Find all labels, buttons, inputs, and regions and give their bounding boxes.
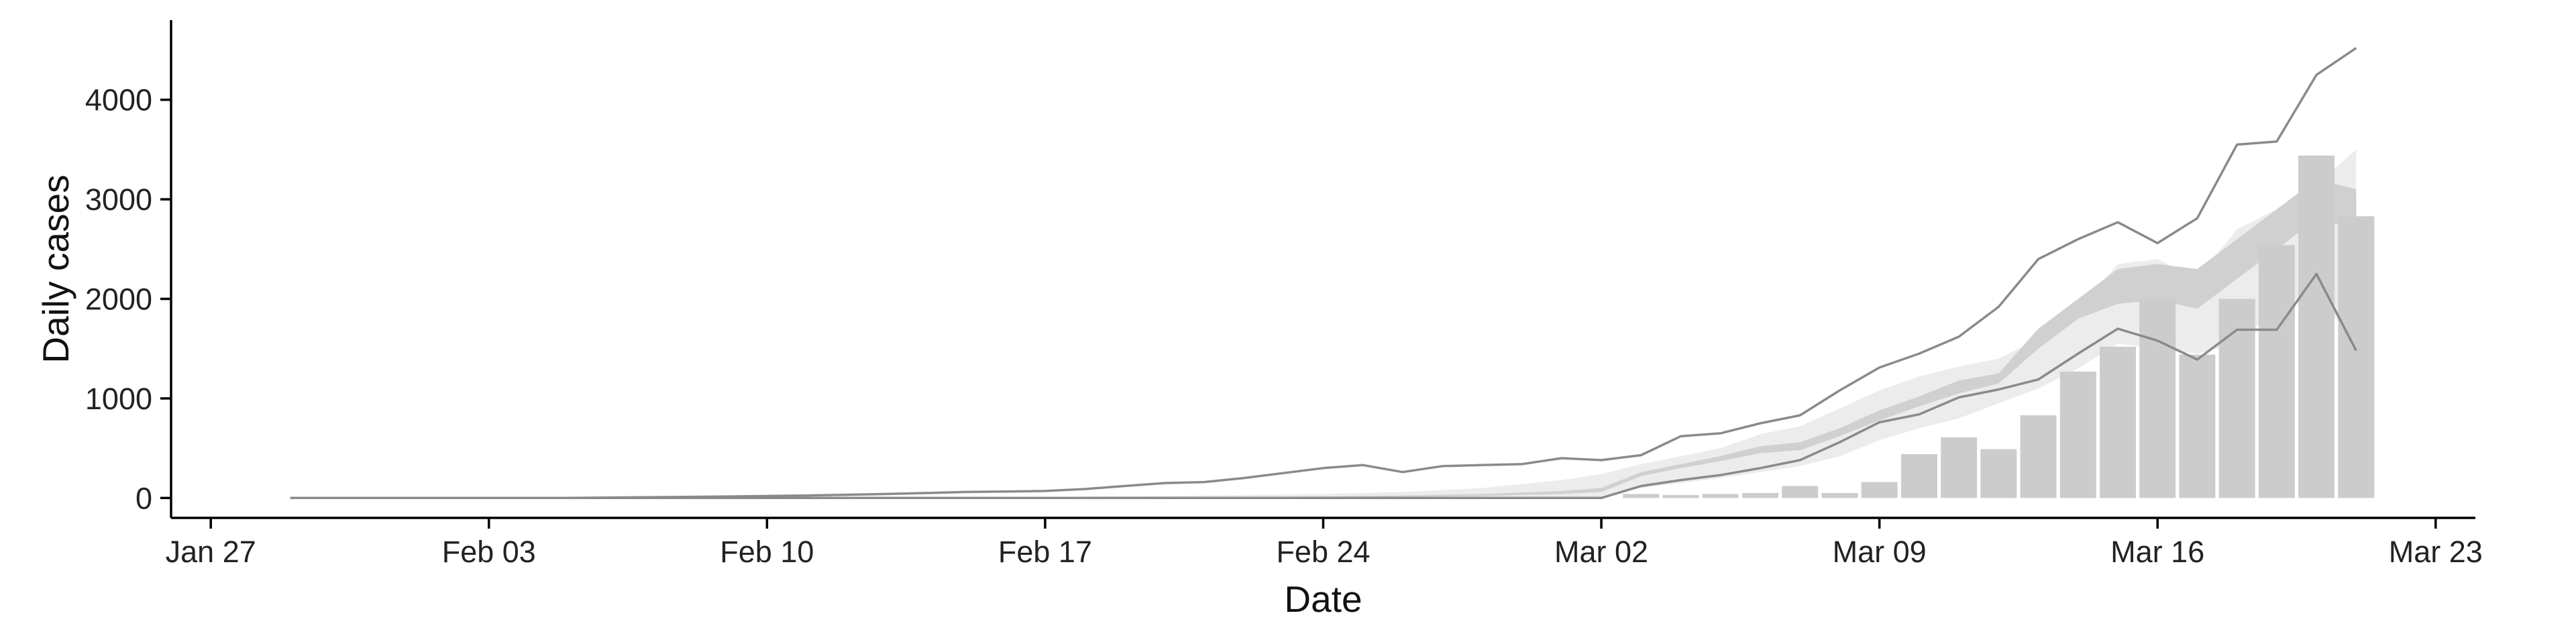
x-tick-label: Mar 09 (1833, 535, 1927, 569)
bar (2179, 354, 2216, 498)
bar (1662, 494, 1699, 498)
y-tick-label: 3000 (85, 182, 152, 217)
bar (2218, 299, 2255, 498)
y-ticks: 0 1000 2000 3000 4000 (85, 83, 171, 515)
lower-bound-line (290, 272, 2357, 500)
x-tick-label: Mar 23 (2389, 535, 2483, 569)
y-tick-label: 4000 (85, 83, 152, 117)
x-tick-label: Mar 02 (1554, 535, 1648, 569)
bars-layer (1623, 155, 2375, 498)
x-tick-label: Feb 24 (1276, 535, 1370, 569)
y-tick-label: 0 (136, 481, 152, 515)
upper-bound-line (290, 47, 2357, 500)
bar (1782, 486, 1819, 498)
y-tick-label: 1000 (85, 382, 152, 416)
bar (1623, 494, 1660, 498)
bar (1941, 437, 1978, 498)
bar (2020, 415, 2057, 498)
x-ticks: Jan 27 Feb 03 Feb 10 Feb 17 Feb 24 Mar 02 Mar … (166, 518, 2483, 569)
bar (1900, 454, 1937, 498)
y-tick-label: 2000 (85, 282, 152, 317)
bar (1702, 494, 1739, 498)
x-tick-label: Feb 10 (720, 535, 814, 569)
bound-lines (290, 47, 2357, 500)
bar (2338, 216, 2375, 498)
bar (2059, 371, 2096, 498)
axes: 0 1000 2000 3000 4000 Jan 27 Feb 03 Feb 10 Feb … (85, 20, 2483, 569)
x-tick-label: Feb 17 (998, 535, 1092, 569)
x-tick-label: Mar 16 (2110, 535, 2204, 569)
estimate-bands (290, 149, 2357, 498)
bar (1821, 492, 1858, 498)
y-axis-title: Daily cases (35, 174, 76, 363)
bar (1980, 449, 2017, 498)
bar (1861, 482, 1898, 498)
bar (2100, 346, 2136, 498)
bar (2298, 155, 2335, 498)
x-tick-label: Jan 27 (166, 535, 256, 569)
bar (2258, 245, 2295, 498)
bar (1742, 492, 1778, 498)
x-axis-title: Date (1284, 578, 1362, 620)
outer-band (290, 149, 2357, 498)
x-tick-label: Feb 03 (442, 535, 536, 569)
bar (2139, 299, 2176, 498)
